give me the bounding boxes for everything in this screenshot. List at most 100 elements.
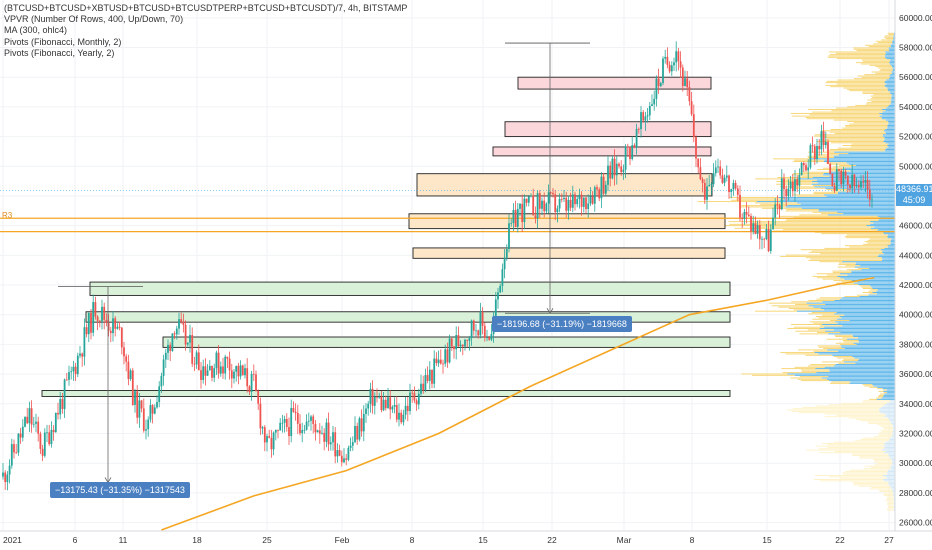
volume-bar-buy bbox=[891, 98, 895, 100]
volume-bar-sell bbox=[878, 396, 884, 398]
candle-body bbox=[574, 194, 576, 205]
volume-bar-buy bbox=[833, 155, 895, 157]
volume-bar-sell bbox=[816, 298, 841, 300]
volume-bar-buy bbox=[839, 316, 895, 317]
volume-bar-buy bbox=[885, 451, 895, 452]
volume-bar-sell bbox=[808, 108, 882, 110]
legend-pivots-monthly[interactable]: Pivots (Fibonacci, Monthly, 2) bbox=[4, 36, 122, 47]
volume-bar-buy bbox=[889, 76, 895, 78]
volume-bar-buy bbox=[877, 289, 895, 291]
volume-bar-buy bbox=[822, 301, 895, 303]
candle-body bbox=[314, 423, 317, 433]
candle-body bbox=[842, 171, 845, 185]
candle-body bbox=[222, 366, 224, 374]
volume-bar-sell bbox=[808, 300, 835, 301]
candle-body bbox=[87, 313, 90, 335]
volume-bar-sell bbox=[873, 461, 892, 463]
candle-body bbox=[290, 407, 293, 437]
volume-bar-sell bbox=[833, 356, 853, 358]
candle-body bbox=[679, 61, 682, 68]
volume-bar-sell bbox=[842, 360, 858, 362]
volume-bar-buy bbox=[886, 389, 895, 391]
volume-bar-sell bbox=[827, 56, 885, 58]
legend-symbol[interactable]: (BTCUSD+BTCUSD+XBTUSD+BTCUSD+BTCUSDTPERP… bbox=[4, 3, 408, 13]
legend[interactable]: (BTCUSD+BTCUSD+XBTUSD+BTCUSD+BTCUSDTPERP… bbox=[4, 3, 407, 59]
candle-body bbox=[646, 115, 649, 117]
candle-body bbox=[644, 116, 647, 121]
volume-bar-sell bbox=[813, 193, 839, 195]
volume-bar-buy bbox=[882, 251, 895, 253]
volume-bar-sell bbox=[847, 88, 888, 90]
zone-pink bbox=[492, 146, 712, 157]
candle-body bbox=[233, 371, 235, 379]
volume-bar-buy bbox=[891, 464, 895, 466]
volume-bar-buy bbox=[818, 353, 895, 355]
candle-body bbox=[681, 67, 684, 86]
volume-bar-buy bbox=[887, 237, 895, 239]
candle-body bbox=[417, 393, 420, 405]
volume-bar-buy bbox=[855, 362, 895, 364]
volume-bar-buy bbox=[844, 348, 895, 350]
volume-bar-sell bbox=[815, 445, 884, 447]
volume-bar-sell bbox=[836, 83, 887, 85]
candle-body bbox=[763, 238, 766, 240]
volume-bar-buy bbox=[887, 472, 895, 474]
volume-bar-buy bbox=[878, 218, 895, 220]
candle-body bbox=[541, 200, 543, 209]
volume-bar-buy bbox=[847, 274, 895, 276]
candle-body bbox=[413, 392, 416, 401]
volume-bar-buy bbox=[876, 398, 895, 400]
candle-body bbox=[609, 165, 612, 179]
legend-pivots-yearly[interactable]: Pivots (Fibonacci, Yearly, 2) bbox=[4, 47, 115, 58]
candle-body bbox=[127, 361, 130, 380]
volume-bar-sell bbox=[869, 64, 892, 66]
volume-bar-sell bbox=[728, 197, 779, 199]
candle-body bbox=[428, 369, 431, 381]
volume-bar-buy bbox=[890, 243, 895, 245]
volume-bar-buy bbox=[888, 455, 895, 456]
volume-bar-sell bbox=[840, 344, 857, 346]
volume-bar-buy bbox=[893, 32, 895, 34]
volume-bar-sell bbox=[825, 82, 885, 84]
volume-bar-sell bbox=[832, 166, 852, 168]
volume-bar-sell bbox=[704, 225, 867, 227]
candle-body bbox=[519, 203, 521, 209]
volume-bar-sell bbox=[879, 70, 893, 72]
volume-bar-buy bbox=[885, 142, 895, 144]
candle-body bbox=[516, 208, 519, 227]
y-axis-bg bbox=[895, 0, 932, 550]
volume-bar-buy bbox=[889, 440, 895, 442]
candle-body bbox=[745, 211, 748, 215]
volume-bar-sell bbox=[879, 432, 893, 434]
volume-bar-buy bbox=[835, 321, 895, 323]
candle-body bbox=[288, 427, 290, 437]
volume-bar-buy bbox=[891, 488, 895, 490]
volume-bar-buy bbox=[882, 475, 895, 476]
volume-bar-buy bbox=[892, 432, 895, 434]
candle-body bbox=[468, 338, 471, 341]
candle-body bbox=[63, 379, 66, 409]
volume-bar-buy bbox=[837, 318, 895, 320]
candle-body bbox=[292, 407, 295, 412]
volume-bar-buy bbox=[842, 297, 895, 299]
volume-bar-buy bbox=[844, 314, 895, 316]
volume-bar-sell bbox=[813, 191, 838, 193]
volume-bar-buy bbox=[892, 434, 895, 436]
candle-body bbox=[778, 205, 781, 210]
zone-green bbox=[85, 311, 731, 323]
volume-bar-sell bbox=[795, 187, 826, 189]
candle-body bbox=[532, 195, 535, 216]
volume-bar-sell bbox=[741, 205, 788, 207]
volume-bar-sell bbox=[809, 321, 836, 323]
candle-body bbox=[81, 353, 84, 357]
candle-body bbox=[589, 196, 592, 204]
volume-bar-sell bbox=[888, 507, 895, 509]
volume-bar-sell bbox=[880, 425, 893, 427]
legend-vpvr[interactable]: VPVR (Number Of Rows, 400, Up/Down, 70) bbox=[4, 14, 184, 25]
legend-ma[interactable]: MA (300, ohlc4) bbox=[4, 25, 68, 36]
candle-body bbox=[169, 344, 172, 351]
volume-bar-buy bbox=[824, 366, 895, 368]
candle-body bbox=[486, 337, 488, 339]
